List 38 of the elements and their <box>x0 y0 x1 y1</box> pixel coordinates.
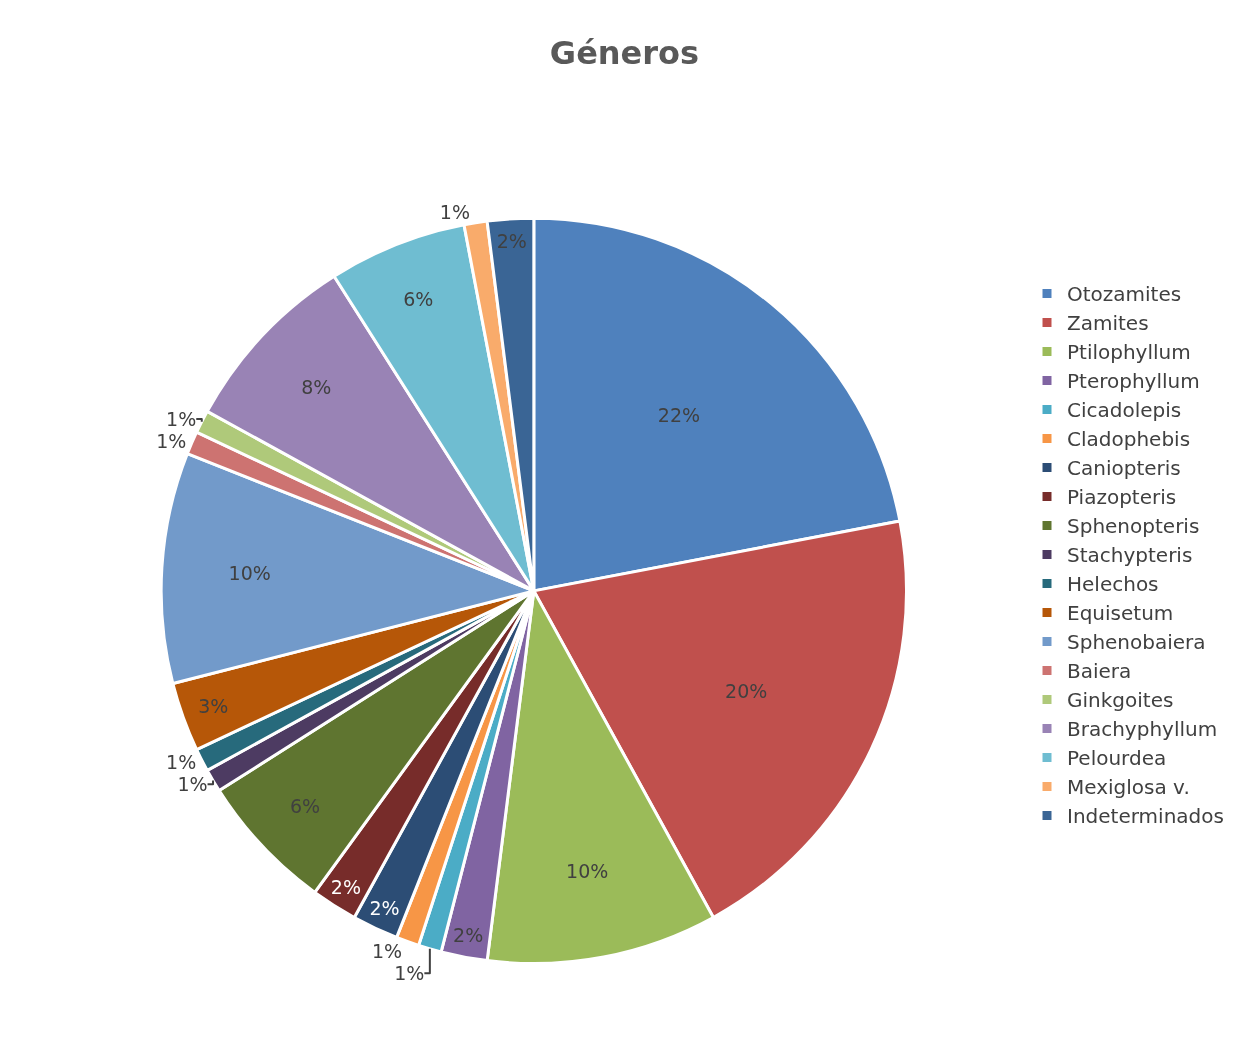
data-label: 20% <box>725 679 768 702</box>
legend-label: Zamites <box>1067 311 1149 336</box>
data-label: 2% <box>330 875 361 898</box>
data-label: 2% <box>369 897 400 920</box>
legend-label: Baiera <box>1067 659 1132 684</box>
data-label: 2% <box>496 229 527 252</box>
legend-label: Caniopteris <box>1067 456 1181 481</box>
legend-label: Indeterminados <box>1067 804 1224 829</box>
legend-label: Sphenobaiera <box>1067 630 1206 655</box>
data-label: 22% <box>657 404 701 427</box>
chart-title: Géneros <box>549 33 700 72</box>
legend-label: Cladophebis <box>1067 427 1191 452</box>
data-label: 1% <box>166 408 197 431</box>
legend-label: Brachyphyllum <box>1067 717 1218 742</box>
legend-label: Pelourdea <box>1067 746 1167 771</box>
data-label: 1% <box>177 773 208 796</box>
data-label: 3% <box>198 695 229 718</box>
data-label: 10% <box>228 561 271 584</box>
data-label: 6% <box>403 288 434 311</box>
data-label: 1% <box>156 430 187 453</box>
data-label: 10% <box>566 859 609 882</box>
legend-label: Mexiglosa v. <box>1067 775 1190 800</box>
data-label: 1% <box>166 751 197 774</box>
legend-label: Cicadolepis <box>1067 398 1182 423</box>
legend-label: Otozamites <box>1067 282 1182 307</box>
legend-label: Stachypteris <box>1067 543 1193 568</box>
legend-label: Equisetum <box>1067 601 1174 626</box>
legend-label: Ptilophyllum <box>1067 340 1191 365</box>
legend-label: Sphenopteris <box>1067 514 1200 539</box>
legend-label: Ginkgoites <box>1067 688 1174 713</box>
data-label: 1% <box>371 940 403 963</box>
legend-label: Pterophyllum <box>1067 369 1200 394</box>
data-label: 8% <box>301 375 332 398</box>
legend-label: Helechos <box>1067 572 1159 597</box>
legend-label: Piazopteris <box>1067 485 1177 510</box>
data-label: 1% <box>439 201 471 224</box>
data-label: 2% <box>453 924 484 947</box>
data-label: 1% <box>394 962 425 985</box>
